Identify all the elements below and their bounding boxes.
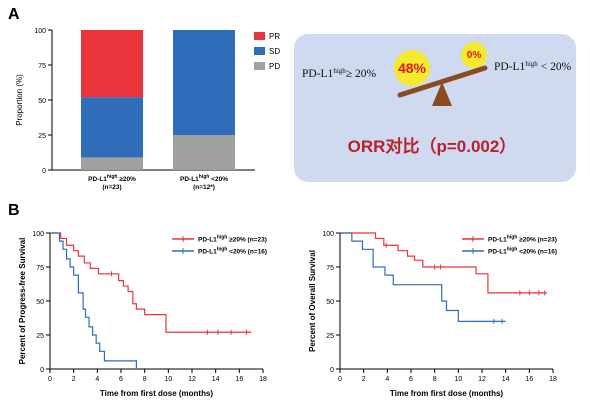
category-label: PD-L1high <20% [180,174,228,183]
km-curve-low [340,232,506,322]
legend-swatch-pd [254,62,265,70]
panel-label-a: A [8,6,20,23]
orr-title: ORR对比（p=0.002） [348,136,517,156]
x-tick-label: 10 [454,376,462,383]
y-axis-label: Percent of Overall Survival [308,250,317,352]
legend-swatch-pr [254,32,265,40]
bar-segment-pd [81,157,143,170]
x-tick-label: 6 [409,376,413,383]
y-tick-label: 25 [36,333,44,340]
category-label: PD-L1high ≥20% [88,174,136,183]
os-km-chart: 0 25 50 75 100 0 2 4 6 8 10 12 14 16 18 Time from first… [308,231,557,398]
x-tick-label: 16 [235,376,243,383]
x-tick-label: 10 [164,376,172,383]
legend-label-sd: SD [269,47,280,56]
x-tick-label: 16 [525,376,533,383]
bar-segment-sd [81,97,143,158]
legend-label: PD-L1high <20% (n=16) [198,247,267,256]
y-tick-label: 75 [36,265,44,272]
y-tick-label: 0 [330,367,334,374]
y-tick-label: 75 [326,265,334,272]
x-tick-label: 12 [478,376,486,383]
category-n-label: (n=12*) [193,184,215,191]
right-value-text: 0% [467,50,482,61]
bar-segment-pd [173,135,235,170]
km-curve-low [50,232,137,369]
x-tick-label: 14 [212,376,220,383]
y-axis-label: Proportion (%) [15,74,24,126]
x-tick-label: 2 [362,376,366,383]
right-value-badge [461,42,487,68]
y-tick-label: 25 [38,133,46,140]
orr-balance-graphic: 48% 0% PD-L1high≥ 20% PD-L1high < 20% ORR… [302,42,572,156]
bar-segment-pr [81,30,143,98]
pfs-km-chart: 0 25 50 75 100 0 2 4 6 8 10 12 14 16 18 Time from first… [18,231,267,398]
x-tick-label: 0 [338,376,342,383]
balance-fulcrum [432,82,452,106]
x-tick-label: 8 [433,376,437,383]
category-n-label: (n=23) [102,184,121,191]
legend-label-pd: PD [269,62,280,71]
y-axis-label: Percent of Progress-free Survival [18,238,27,365]
legend-label: PD-L1high ≥20% (n=23) [198,235,267,244]
km-curve-high [50,232,252,333]
x-tick-label: 18 [259,376,267,383]
y-tick-label: 75 [38,63,46,70]
y-tick-label: 50 [38,98,46,105]
x-tick-label: 6 [119,376,123,383]
left-value-text: 48% [398,60,427,76]
x-tick-label: 0 [48,376,52,383]
y-tick-label: 50 [326,299,334,306]
right-group-label: PD-L1high < 20% [494,60,572,73]
left-value-badge [394,50,430,86]
y-tick-label: 0 [40,367,44,374]
left-group-label: PD-L1high≥ 20% [302,67,376,80]
x-tick-label: 4 [385,376,389,383]
orr-comparison-panel [294,34,576,182]
y-tick-label: 50 [36,299,44,306]
legend-swatch-sd [254,47,265,55]
x-axis-label: Time from first dose (months) [100,389,214,398]
y-tick-label: 0 [42,168,46,175]
y-tick-label: 100 [34,28,46,35]
x-axis-label: Time from first dose (months) [390,389,504,398]
balance-beam [397,65,488,98]
y-tick-label: 25 [326,333,334,340]
legend-label: PD-L1high ≥20% (n=23) [488,235,557,244]
x-tick-label: 8 [143,376,147,383]
legend-label-pr: PR [269,32,280,41]
km-curve-high [340,232,548,294]
x-tick-label: 2 [72,376,76,383]
bar-segment-sd [173,30,235,135]
x-tick-label: 18 [549,376,557,383]
x-tick-label: 14 [502,376,510,383]
y-tick-label: 100 [32,231,44,238]
panel-label-b: B [8,202,20,219]
y-tick-label: 100 [322,231,334,238]
legend-label: PD-L1high <20% (n=16) [488,247,557,256]
x-tick-label: 12 [188,376,196,383]
x-tick-label: 4 [95,376,99,383]
